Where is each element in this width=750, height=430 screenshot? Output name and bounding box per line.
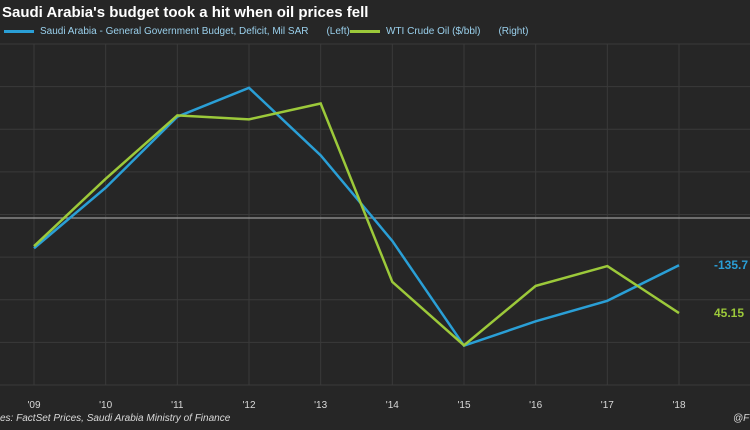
legend-side-budget: (Left) <box>326 26 350 37</box>
source-note: es: FactSet Prices, Saudi Arabia Ministr… <box>0 413 231 424</box>
x-tick-label: '09 <box>27 400 40 411</box>
legend-side-oil: (Right) <box>498 26 529 37</box>
oil-end-label: 45.15 <box>714 306 744 320</box>
legend-item-oil: WTI Crude Oil ($/bbl) (Right) <box>350 26 528 37</box>
legend-label-oil: WTI Crude Oil ($/bbl) <box>386 26 481 37</box>
legend-swatch-oil <box>350 30 380 33</box>
legend-item-budget: Saudi Arabia - General Government Budget… <box>4 26 350 37</box>
oil-series-line <box>33 102 680 347</box>
budget-series-line <box>33 86 680 348</box>
x-tick-label: '10 <box>99 400 112 411</box>
legend-label-budget: Saudi Arabia - General Government Budget… <box>40 26 309 37</box>
chart-title: Saudi Arabia's budget took a hit when oi… <box>2 4 369 21</box>
x-tick-label: '11 <box>171 400 184 411</box>
credit-mark: @F <box>733 413 750 424</box>
x-tick-label: '13 <box>314 400 327 411</box>
x-tick-label: '17 <box>601 400 614 411</box>
x-tick-label: '14 <box>386 400 399 411</box>
x-tick-label: '16 <box>529 400 542 411</box>
x-tick-label: '12 <box>242 400 255 411</box>
legend-swatch-budget <box>4 30 34 33</box>
x-tick-label: '15 <box>457 400 470 411</box>
x-tick-label: '18 <box>672 400 685 411</box>
budget-end-label: -135.7 <box>714 258 748 272</box>
